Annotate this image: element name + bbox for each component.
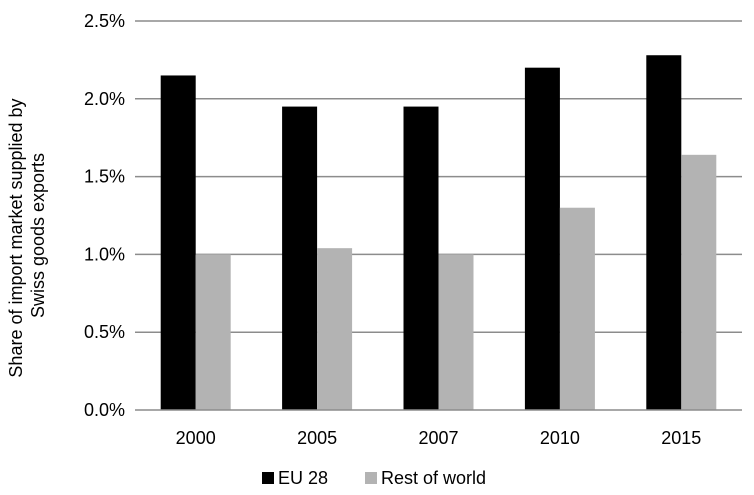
y-tick-label: 1.5% [84,167,125,187]
y-tick-label: 0.0% [84,400,125,420]
bar-rest-of-world-2007 [438,254,474,410]
bar-rest-of-world-2010 [559,207,595,410]
y-tick-label: 0.5% [84,322,125,342]
x-tick-label: 2010 [540,428,580,448]
legend-swatch-rest-of-world [365,472,377,484]
bar-eu28-2007 [403,106,439,410]
bar-rest-of-world-2015 [681,154,717,410]
bars [160,55,717,411]
bar-eu28-2005 [282,106,318,410]
x-tick-label: 2007 [418,428,458,448]
x-tick-label: 2015 [661,428,701,448]
x-tick-label: 2005 [297,428,337,448]
legend: EU 28 Rest of world [262,468,486,488]
y-axis-label: Share of import market supplied by Swiss… [6,93,48,377]
y-axis-ticks: 0.0% 0.5% 1.0% 1.5% 2.0% 2.5% [84,11,125,420]
y-axis-label-line-2: Swiss goods exports [28,153,48,318]
x-tick-label: 2000 [176,428,216,448]
y-axis-label-line-1: Share of import market supplied by [6,98,26,377]
legend-swatch-eu28 [262,472,274,484]
y-tick-label: 1.0% [84,244,125,264]
legend-label-eu28: EU 28 [278,468,328,488]
legend-label-rest-of-world: Rest of world [381,468,486,488]
x-axis-ticks: 2000 2005 2007 2010 2015 [176,428,702,448]
bar-rest-of-world-2005 [317,248,353,410]
bar-eu28-2000 [160,75,196,411]
bar-rest-of-world-2000 [195,254,231,410]
y-tick-label: 2.0% [84,89,125,109]
y-tick-label: 2.5% [84,11,125,31]
bar-eu28-2015 [646,55,682,411]
bar-eu28-2010 [524,67,560,411]
